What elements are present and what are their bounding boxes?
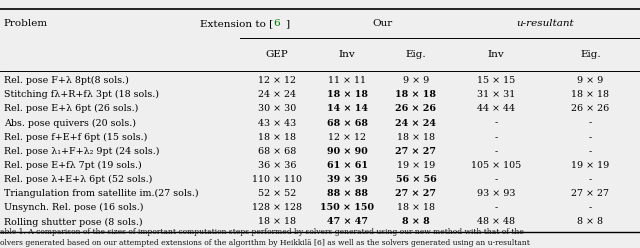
Text: 61 × 61: 61 × 61	[326, 161, 368, 170]
Text: -: -	[494, 119, 498, 127]
Text: 68 × 68: 68 × 68	[326, 119, 368, 127]
Text: Rolling shutter pose (8 sols.): Rolling shutter pose (8 sols.)	[4, 217, 143, 226]
Text: 68 × 68: 68 × 68	[258, 147, 296, 156]
Text: 26 × 26: 26 × 26	[572, 104, 609, 113]
Text: Eig.: Eig.	[580, 50, 601, 59]
Text: 24 × 24: 24 × 24	[396, 119, 436, 127]
Text: -: -	[494, 175, 498, 184]
Text: Inv: Inv	[339, 50, 356, 59]
Text: 11 × 11: 11 × 11	[328, 76, 366, 85]
Text: 18 × 18: 18 × 18	[258, 217, 296, 226]
Text: Eig.: Eig.	[406, 50, 426, 59]
Text: Unsynch. Rel. pose (16 sols.): Unsynch. Rel. pose (16 sols.)	[4, 203, 143, 212]
Text: Inv: Inv	[488, 50, 504, 59]
Text: -: -	[589, 203, 592, 212]
Text: Rel. pose E+λ 6pt (26 sols.): Rel. pose E+λ 6pt (26 sols.)	[4, 104, 138, 113]
Text: 27 × 27: 27 × 27	[396, 189, 436, 198]
Text: 48 × 48: 48 × 48	[477, 217, 515, 226]
Text: 43 × 43: 43 × 43	[258, 119, 296, 127]
Text: 18 × 18: 18 × 18	[326, 90, 368, 99]
Text: u-resultant: u-resultant	[516, 19, 575, 28]
Text: 27 × 27: 27 × 27	[572, 189, 609, 198]
Text: 8 × 8: 8 × 8	[577, 217, 604, 226]
Text: 18 × 18: 18 × 18	[396, 90, 436, 99]
Text: 24 × 24: 24 × 24	[258, 90, 296, 99]
Text: -: -	[494, 133, 498, 142]
Text: 88 × 88: 88 × 88	[326, 189, 368, 198]
Text: 150 × 150: 150 × 150	[320, 203, 374, 212]
Text: 110 × 110: 110 × 110	[252, 175, 302, 184]
Text: 93 × 93: 93 × 93	[477, 189, 515, 198]
Text: -: -	[589, 133, 592, 142]
Text: 31 × 31: 31 × 31	[477, 90, 515, 99]
Text: 18 × 18: 18 × 18	[572, 90, 609, 99]
Text: Rel. pose E+fλ 7pt (19 sols.): Rel. pose E+fλ 7pt (19 sols.)	[4, 161, 141, 170]
Text: 9 × 9: 9 × 9	[403, 76, 429, 85]
Text: 9 × 9: 9 × 9	[577, 76, 604, 85]
Text: 90 × 90: 90 × 90	[327, 147, 367, 156]
Text: GEP: GEP	[266, 50, 288, 59]
Text: 30 × 30: 30 × 30	[258, 104, 296, 113]
Text: -: -	[494, 147, 498, 156]
Text: 6: 6	[274, 19, 280, 28]
Text: 14 × 14: 14 × 14	[326, 104, 368, 113]
Text: Our: Our	[372, 19, 392, 28]
Text: 18 × 18: 18 × 18	[397, 203, 435, 212]
Text: Problem: Problem	[4, 19, 48, 28]
Text: Rel. pose λ+E+λ 6pt (52 sols.): Rel. pose λ+E+λ 6pt (52 sols.)	[4, 175, 152, 184]
Text: 47 × 47: 47 × 47	[326, 217, 368, 226]
Text: Triangulation from satellite im.(27 sols.): Triangulation from satellite im.(27 sols…	[4, 189, 198, 198]
Text: 27 × 27: 27 × 27	[396, 147, 436, 156]
Text: 18 × 18: 18 × 18	[397, 133, 435, 142]
Text: 44 × 44: 44 × 44	[477, 104, 515, 113]
Text: olvers generated based on our attempted extensions of the algorithm by Heikkilä : olvers generated based on our attempted …	[0, 239, 530, 247]
Text: 39 × 39: 39 × 39	[327, 175, 367, 184]
Text: -: -	[589, 147, 592, 156]
Text: Rel. pose f+E+f 6pt (15 sols.): Rel. pose f+E+f 6pt (15 sols.)	[4, 133, 147, 142]
Text: 52 × 52: 52 × 52	[258, 189, 296, 198]
Text: 12 × 12: 12 × 12	[328, 133, 366, 142]
Text: -: -	[494, 203, 498, 212]
Text: 12 × 12: 12 × 12	[258, 76, 296, 85]
Text: -: -	[589, 175, 592, 184]
Text: Stitching fλ+R+fλ 3pt (18 sols.): Stitching fλ+R+fλ 3pt (18 sols.)	[4, 90, 159, 99]
Text: Extension to [: Extension to [	[200, 19, 274, 28]
Text: Rel. pose F+λ 8pt(8 sols.): Rel. pose F+λ 8pt(8 sols.)	[4, 76, 129, 85]
Text: 26 × 26: 26 × 26	[396, 104, 436, 113]
Text: 105 × 105: 105 × 105	[471, 161, 521, 170]
Text: Rel. pose λ₁+F+λ₂ 9pt (24 sols.): Rel. pose λ₁+F+λ₂ 9pt (24 sols.)	[4, 147, 159, 156]
Text: 8 × 8: 8 × 8	[402, 217, 430, 226]
Text: 15 × 15: 15 × 15	[477, 76, 515, 85]
Text: 18 × 18: 18 × 18	[258, 133, 296, 142]
Text: able 1. A comparison of the sizes of important computation steps performed by so: able 1. A comparison of the sizes of imp…	[0, 228, 524, 236]
Text: Abs. pose quivers (20 sols.): Abs. pose quivers (20 sols.)	[4, 119, 136, 127]
Text: 128 × 128: 128 × 128	[252, 203, 302, 212]
Text: 56 × 56: 56 × 56	[396, 175, 436, 184]
Text: -: -	[589, 119, 592, 127]
Text: 19 × 19: 19 × 19	[572, 161, 609, 170]
Text: ]: ]	[285, 19, 289, 28]
Text: 19 × 19: 19 × 19	[397, 161, 435, 170]
Text: 36 × 36: 36 × 36	[257, 161, 296, 170]
